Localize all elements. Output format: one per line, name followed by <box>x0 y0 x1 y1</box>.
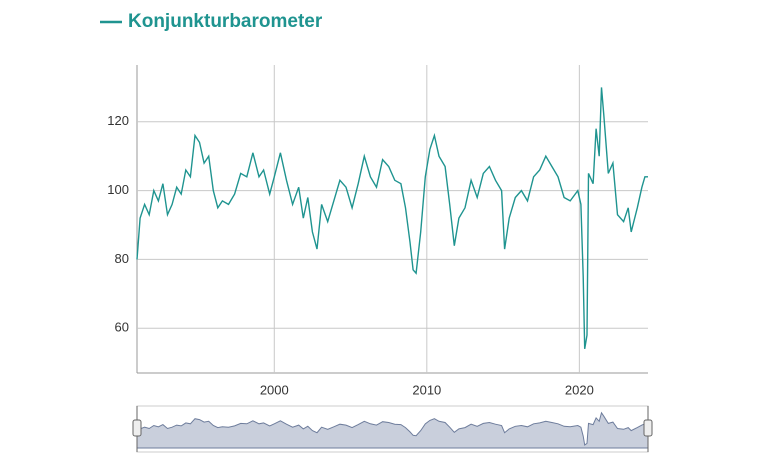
x-tick-label: 2010 <box>412 382 441 397</box>
x-tick-label: 2000 <box>260 382 289 397</box>
x-tick-label: 2020 <box>565 382 594 397</box>
y-tick-label: 120 <box>107 113 129 128</box>
series-line <box>136 87 648 350</box>
navigator-area <box>136 411 649 449</box>
y-tick-label: 60 <box>115 320 129 335</box>
navigator-handle[interactable] <box>132 419 142 437</box>
y-tick-label: 80 <box>115 251 129 266</box>
legend-label[interactable]: Konjunkturbarometer <box>128 11 323 32</box>
navigator-handle[interactable] <box>643 419 653 437</box>
y-tick-label: 100 <box>107 182 129 197</box>
